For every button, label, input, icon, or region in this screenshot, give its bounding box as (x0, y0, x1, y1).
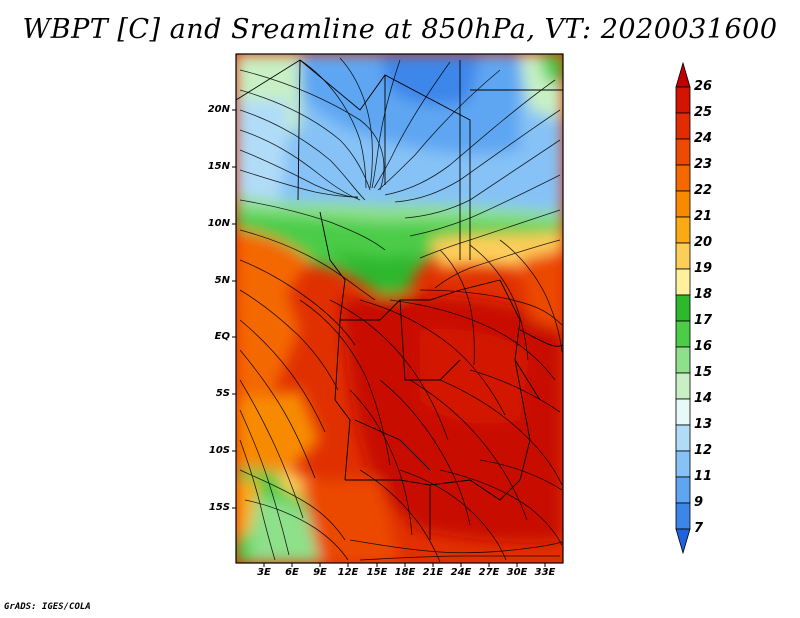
lon-label-27e: 27E (478, 567, 500, 578)
lat-label-5s: 5S (215, 388, 230, 399)
lon-label-18e: 18E (394, 567, 416, 578)
colorbar-swatch (675, 268, 691, 296)
colorbar-label: 23 (694, 157, 713, 172)
colorbar-swatch (675, 112, 691, 140)
colorbar-swatch (675, 398, 691, 426)
wbpt-shaded-field (236, 54, 563, 563)
lon-label-3e: 3E (257, 567, 271, 578)
colorbar-swatch (675, 138, 691, 166)
lon-label-21e: 21E (422, 567, 444, 578)
colorbar-label: 25 (694, 105, 713, 120)
colorbar-bottom-triangle (675, 528, 691, 555)
colorbar-swatch (675, 476, 691, 504)
colorbar (675, 61, 691, 555)
colorbar-label: 19 (694, 261, 713, 276)
colorbar-label: 7 (694, 521, 704, 536)
streamlines (239, 57, 563, 563)
map-title: WBPT [C] and Sreamline at 850hPa, VT: 20… (22, 14, 778, 45)
colorbar-swatch (675, 346, 691, 374)
lon-label-6e: 6E (285, 567, 299, 578)
lat-label-5n: 5N (214, 275, 230, 286)
lon-ticks (263, 563, 546, 567)
colorbar-label: 15 (694, 365, 713, 380)
lon-label-9e: 9E (313, 567, 327, 578)
colorbar-label: 20 (694, 235, 713, 250)
lat-label-15s: 15S (208, 502, 230, 513)
colorbar-label: 12 (694, 443, 713, 458)
colorbar-label: 13 (694, 417, 713, 432)
colorbar-label: 11 (694, 469, 713, 484)
colorbar-label: 18 (694, 287, 713, 302)
lon-label-30e: 30E (506, 567, 528, 578)
colorbar-swatch (675, 294, 691, 322)
colorbar-swatch (675, 216, 691, 244)
colorbar-swatch (675, 190, 691, 218)
colorbar-label: 16 (694, 339, 713, 354)
map-frame (235, 53, 564, 564)
lon-label-33e: 33E (534, 567, 556, 578)
grads-credit: GrADS: IGES/COLA (4, 602, 91, 612)
lon-label-24e: 24E (450, 567, 472, 578)
colorbar-label: 24 (694, 131, 713, 146)
colorbar-label: 21 (694, 209, 713, 224)
lat-label-20n: 20N (207, 104, 230, 115)
lat-label-10s: 10S (208, 445, 230, 456)
lat-ticks (232, 109, 236, 509)
colorbar-swatch (675, 450, 691, 478)
colorbar-swatch (675, 86, 691, 114)
colorbar-label: 9 (694, 495, 704, 510)
lat-label-15n: 15N (207, 161, 230, 172)
colorbar-swatch (675, 372, 691, 400)
colorbar-top-triangle (675, 61, 691, 88)
lon-label-15e: 15E (366, 567, 388, 578)
colorbar-swatch (675, 502, 691, 530)
lat-label-eq: EQ (214, 331, 230, 342)
colorbar-swatch (675, 424, 691, 452)
colorbar-swatch (675, 164, 691, 192)
lon-label-12e: 12E (337, 567, 359, 578)
colorbar-label: 22 (694, 183, 713, 198)
colorbar-label: 14 (694, 391, 713, 406)
colorbar-swatch (675, 242, 691, 270)
colorbar-label: 17 (694, 313, 713, 328)
lat-label-10n: 10N (207, 218, 230, 229)
colorbar-label: 26 (694, 79, 713, 94)
colorbar-swatch (675, 320, 691, 348)
country-boundaries (236, 59, 563, 540)
